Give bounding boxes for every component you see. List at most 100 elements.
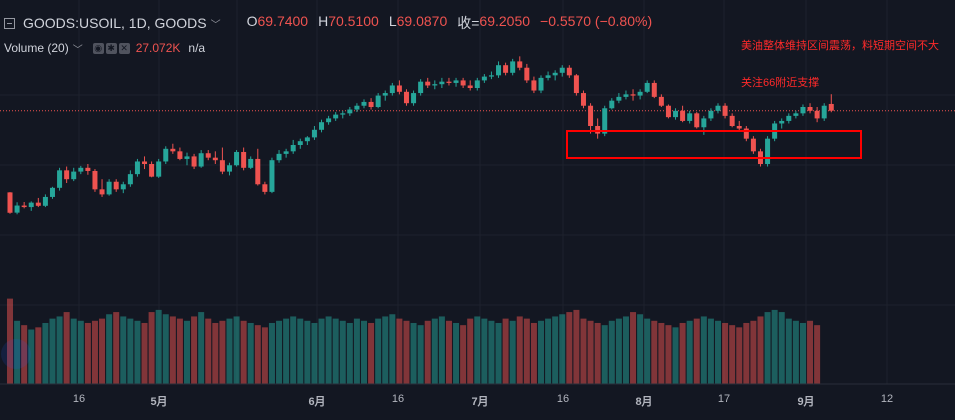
low-label: L <box>388 13 397 29</box>
close-icon[interactable]: ✕ <box>118 42 130 54</box>
chevron-down-icon[interactable]: ﹀ <box>72 44 83 56</box>
x-tick: 7月 <box>471 396 489 408</box>
volume-bar <box>49 318 56 384</box>
candle <box>708 110 714 119</box>
candle <box>750 138 756 152</box>
candle <box>425 81 431 86</box>
candle <box>92 170 98 190</box>
volume-bar <box>283 318 290 384</box>
volume-bar <box>453 322 460 384</box>
collapse-icon[interactable] <box>4 17 15 29</box>
volume-value: 27.072K <box>135 41 181 55</box>
candle <box>120 184 126 190</box>
symbol-legend: GOODS:USOIL, 1D, GOODS ﹀ O 69.7400 H 70.… <box>0 12 662 34</box>
volume-bar <box>304 320 311 384</box>
volume-bar <box>438 316 445 384</box>
candle <box>297 141 303 145</box>
volume-bar <box>205 318 212 384</box>
volume-bar <box>77 320 84 384</box>
candle <box>828 103 834 111</box>
candle <box>64 170 70 180</box>
volume-bar <box>523 318 530 384</box>
volume-bar <box>84 322 91 384</box>
volume-bar <box>608 320 615 384</box>
candle <box>602 108 608 134</box>
x-tick: 16 <box>391 393 405 405</box>
volume-bar <box>56 316 63 384</box>
volume-bar <box>191 316 198 384</box>
candle <box>800 107 806 114</box>
open-value: 69.7400 <box>257 13 309 29</box>
volume-bar <box>254 325 261 384</box>
volume-bar <box>729 325 736 384</box>
candle <box>340 113 346 115</box>
volume-bar <box>311 322 318 384</box>
candle <box>205 153 211 158</box>
candle <box>680 110 686 121</box>
candle <box>14 205 20 213</box>
range-box <box>566 130 862 159</box>
candle <box>170 148 176 152</box>
volume-bar <box>679 322 686 384</box>
candle <box>106 181 112 195</box>
volume-bar <box>368 322 375 384</box>
volume-bar <box>127 318 134 384</box>
volume-bar <box>516 316 523 384</box>
chevron-down-icon[interactable]: ﹀ <box>210 19 221 31</box>
volume-bar <box>184 320 190 384</box>
eye-icon[interactable]: ◉ <box>92 42 104 54</box>
low-value: 69.0870 <box>396 13 448 29</box>
volume-bar <box>495 322 502 384</box>
candle <box>113 181 119 190</box>
volume-bar <box>792 320 799 384</box>
volume-bar <box>630 312 637 384</box>
candle <box>453 80 459 83</box>
candle <box>42 196 48 206</box>
volume-bar <box>113 312 120 384</box>
volume-bar <box>488 320 495 384</box>
volume-bar <box>814 325 821 384</box>
volume-bar <box>7 298 13 384</box>
volume-bar <box>545 318 552 384</box>
symbol-title[interactable]: GOODS:USOIL, 1D, GOODS <box>23 15 207 31</box>
volume-label[interactable]: Volume (20) <box>4 41 69 55</box>
candle <box>446 81 452 83</box>
x-tick: 8月 <box>635 396 653 408</box>
candle <box>573 75 579 94</box>
volume-bar <box>35 327 42 384</box>
volume-bar <box>70 318 77 384</box>
volume-bar <box>339 320 346 384</box>
candle <box>609 100 615 109</box>
candle <box>262 184 268 192</box>
candle <box>552 72 558 76</box>
support-note: 关注66附近支撑 <box>741 77 820 89</box>
gear-icon[interactable]: ✱ <box>105 42 117 54</box>
candle <box>538 77 544 91</box>
candle <box>588 105 594 126</box>
volume-bar <box>644 318 651 384</box>
candle <box>651 82 657 97</box>
candle <box>156 161 162 177</box>
volume-bar <box>686 320 693 384</box>
candle <box>290 145 296 152</box>
volume-bar <box>91 320 98 384</box>
candle <box>411 93 417 104</box>
volume-bar <box>21 325 28 384</box>
candle <box>396 85 402 92</box>
volume-bar <box>700 316 707 384</box>
candle <box>57 170 63 188</box>
candle <box>736 126 742 129</box>
volume-bar <box>233 316 240 384</box>
candle <box>276 153 282 161</box>
x-tick: 12 <box>880 393 894 405</box>
volume-bar <box>707 318 714 384</box>
volume-bar <box>431 318 438 384</box>
volume-bar <box>120 316 127 384</box>
volume-bar <box>743 322 750 384</box>
candle <box>524 67 530 81</box>
volume-bar <box>637 314 644 384</box>
x-tick: 6月 <box>308 396 326 408</box>
volume-bar <box>226 318 233 384</box>
analysis-note: 美油整体维持区间震荡，料短期空间不大 <box>741 40 939 52</box>
